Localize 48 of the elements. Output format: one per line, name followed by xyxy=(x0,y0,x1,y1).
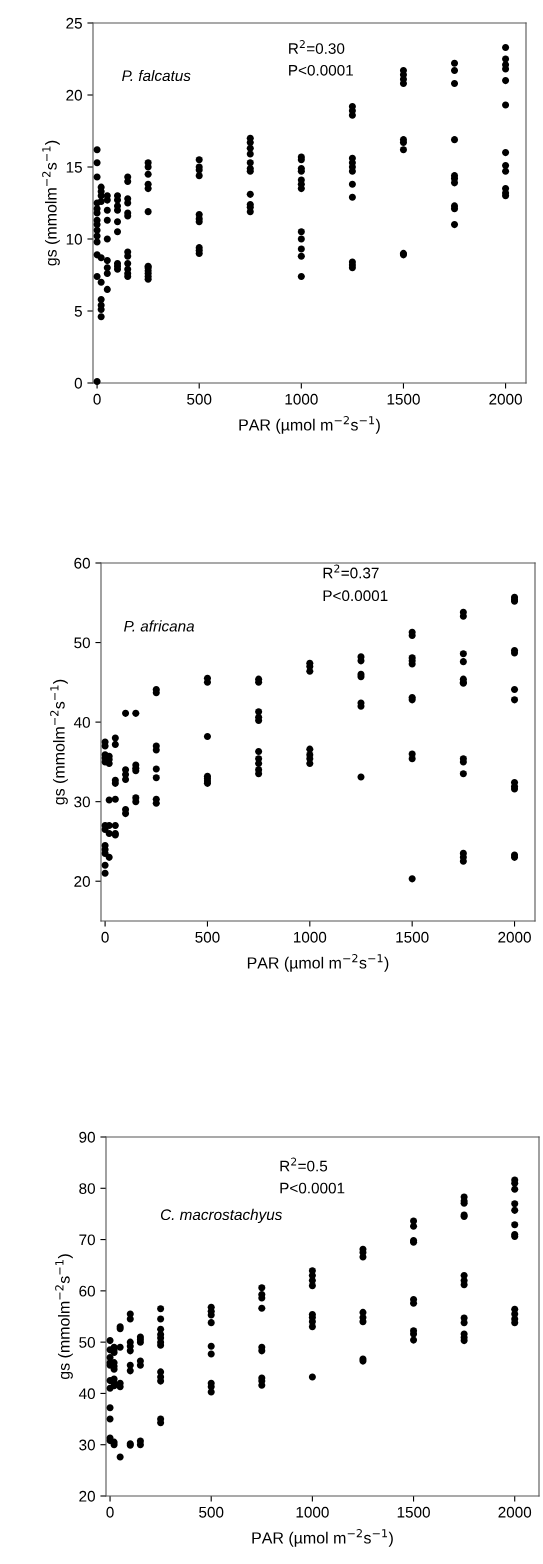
x-tick-label: 1000 xyxy=(285,393,318,405)
y-tick-label: 50 xyxy=(79,1337,95,1348)
y-tick-label: 30 xyxy=(79,1439,95,1451)
y-tick-label: 5 xyxy=(74,306,82,317)
y-tick-label: 20 xyxy=(74,876,90,887)
annotation: P<0.0001 xyxy=(289,64,353,76)
y-tick-label: 40 xyxy=(73,716,90,728)
x-tick-label: 1000 xyxy=(296,1506,329,1518)
y-tick-label: 60 xyxy=(79,1285,95,1297)
annotation: P<0.0001 xyxy=(280,1182,345,1194)
annotation: P. africana xyxy=(124,620,195,632)
y-tick-label: 90 xyxy=(79,1131,95,1143)
x-tick-label: 500 xyxy=(195,931,220,943)
y-axis-title: gs (mmolm$^{−2}$s$^{−1}$) xyxy=(55,1254,73,1380)
x-tick-label: 1500 xyxy=(397,1506,430,1518)
x-tick-label: 2000 xyxy=(489,393,522,405)
x-tick-label: 1500 xyxy=(396,931,429,943)
x-axis-title: PAR (µmol m$^{−2}$s$^{−1}$) xyxy=(252,1528,393,1547)
annotation: P. falcatus xyxy=(122,69,191,82)
x-tick-label: 500 xyxy=(187,393,212,405)
y-tick-label: 0 xyxy=(74,377,82,389)
x-tick-label: 2000 xyxy=(498,1506,532,1518)
x-tick-label: 0 xyxy=(101,931,109,943)
y-tick-label: 20 xyxy=(79,1490,95,1502)
x-tick-label: 1500 xyxy=(387,393,420,405)
y-tick-label: 30 xyxy=(74,796,90,808)
y-axis-title: gs (mmolm$^{−2}$s$^{−1}$) xyxy=(50,679,68,805)
y-tick-label: 50 xyxy=(74,637,90,649)
y-tick-label: 10 xyxy=(66,233,82,245)
x-axis-title: PAR (µmol m$^{−2}$s$^{−1}$) xyxy=(247,953,389,972)
y-tick-label: 60 xyxy=(74,557,90,569)
x-tick-label: 2000 xyxy=(498,931,531,943)
y-tick-label: 70 xyxy=(79,1234,95,1246)
annotation: R$^{2}$=0.37 xyxy=(323,564,379,579)
y-tick-label: 40 xyxy=(78,1388,95,1400)
x-axis-title: PAR (µmol m$^{−2}$s$^{−1}$) xyxy=(239,415,380,434)
y-tick-label: 80 xyxy=(79,1183,95,1194)
y-tick-label: 15 xyxy=(66,162,82,173)
annotation: R$^{2}$=0.5 xyxy=(280,1157,328,1172)
x-tick-label: 0 xyxy=(106,1506,114,1518)
y-tick-label: 20 xyxy=(66,89,82,101)
annotation: P<0.0001 xyxy=(323,590,388,602)
y-tick-label: 25 xyxy=(66,17,82,29)
annotation: C. macrostachyus xyxy=(160,1208,283,1224)
annotation: R$^{2}$=0.30 xyxy=(289,40,345,54)
x-tick-label: 500 xyxy=(199,1506,224,1518)
x-tick-label: 1000 xyxy=(293,931,327,943)
y-axis-title: gs (mmolm$^{−2}$s$^{−1}$) xyxy=(42,140,60,266)
